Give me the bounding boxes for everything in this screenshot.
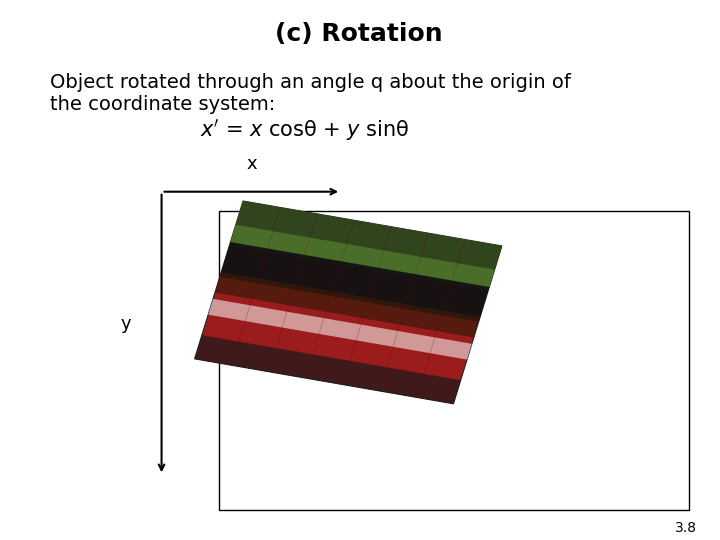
Polygon shape <box>235 201 502 269</box>
Text: y: y <box>120 315 131 333</box>
Polygon shape <box>208 299 472 360</box>
Bar <box>219 211 689 510</box>
Polygon shape <box>220 242 490 322</box>
Text: the coordinate system:: the coordinate system: <box>50 94 276 113</box>
Polygon shape <box>215 272 480 338</box>
Text: (c) Rotation: (c) Rotation <box>275 22 443 45</box>
Text: 3.8: 3.8 <box>675 521 696 535</box>
Text: $x'$ = $x$ cosθ + $y$ sinθ: $x'$ = $x$ cosθ + $y$ sinθ <box>200 117 410 143</box>
Polygon shape <box>194 201 502 404</box>
Text: Object rotated through an angle q about the origin of: Object rotated through an angle q about … <box>50 73 571 92</box>
Polygon shape <box>230 201 502 290</box>
Text: x: x <box>246 155 256 173</box>
Polygon shape <box>194 335 461 404</box>
